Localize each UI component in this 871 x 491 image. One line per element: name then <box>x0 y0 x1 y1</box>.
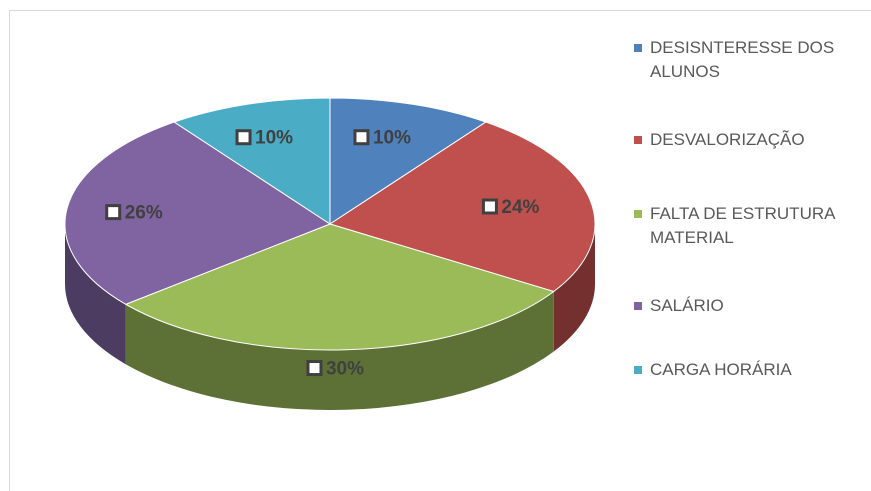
legend-label: FALTA DE ESTRUTURA MATERIAL <box>650 204 835 247</box>
legend-label: CARGA HORÁRIA <box>650 360 792 379</box>
legend-label: DESVALORIZAÇÃO <box>650 130 805 149</box>
data-label: 24% <box>501 197 539 218</box>
label-icon <box>353 129 370 146</box>
slice-side <box>65 224 126 365</box>
legend-label: SALÁRIO <box>650 296 724 315</box>
legend-item: SALÁRIO <box>634 294 864 318</box>
legend-swatch <box>634 44 642 52</box>
label-icon <box>481 198 498 215</box>
label-icon <box>235 129 252 146</box>
legend: DESISNTERESSE DOS ALUNOS DESVALORIZAÇÃO FA… <box>634 36 864 382</box>
legend-item: DESVALORIZAÇÃO <box>634 128 864 152</box>
chart-frame <box>9 10 871 491</box>
legend-swatch <box>634 136 642 144</box>
slice-side <box>553 224 595 352</box>
slice <box>328 121 596 293</box>
slice <box>64 121 332 305</box>
legend-label: DESISNTERESSE DOS ALUNOS <box>650 38 835 81</box>
slice <box>124 223 555 351</box>
legend-swatch <box>634 366 642 374</box>
legend-swatch <box>634 210 642 218</box>
data-label: 30% <box>326 359 364 380</box>
label-icon <box>105 204 122 221</box>
slice <box>173 97 331 225</box>
legend-item: FALTA DE ESTRUTURA MATERIAL <box>634 202 864 250</box>
data-label: 10% <box>373 128 411 149</box>
legend-item: DESISNTERESSE DOS ALUNOS <box>634 36 864 84</box>
slice-side <box>125 291 554 410</box>
data-label: 10% <box>255 128 293 149</box>
legend-item: CARGA HORÁRIA <box>634 358 864 382</box>
label-icon <box>306 360 323 377</box>
data-label: 26% <box>125 203 163 224</box>
legend-swatch <box>634 302 642 310</box>
